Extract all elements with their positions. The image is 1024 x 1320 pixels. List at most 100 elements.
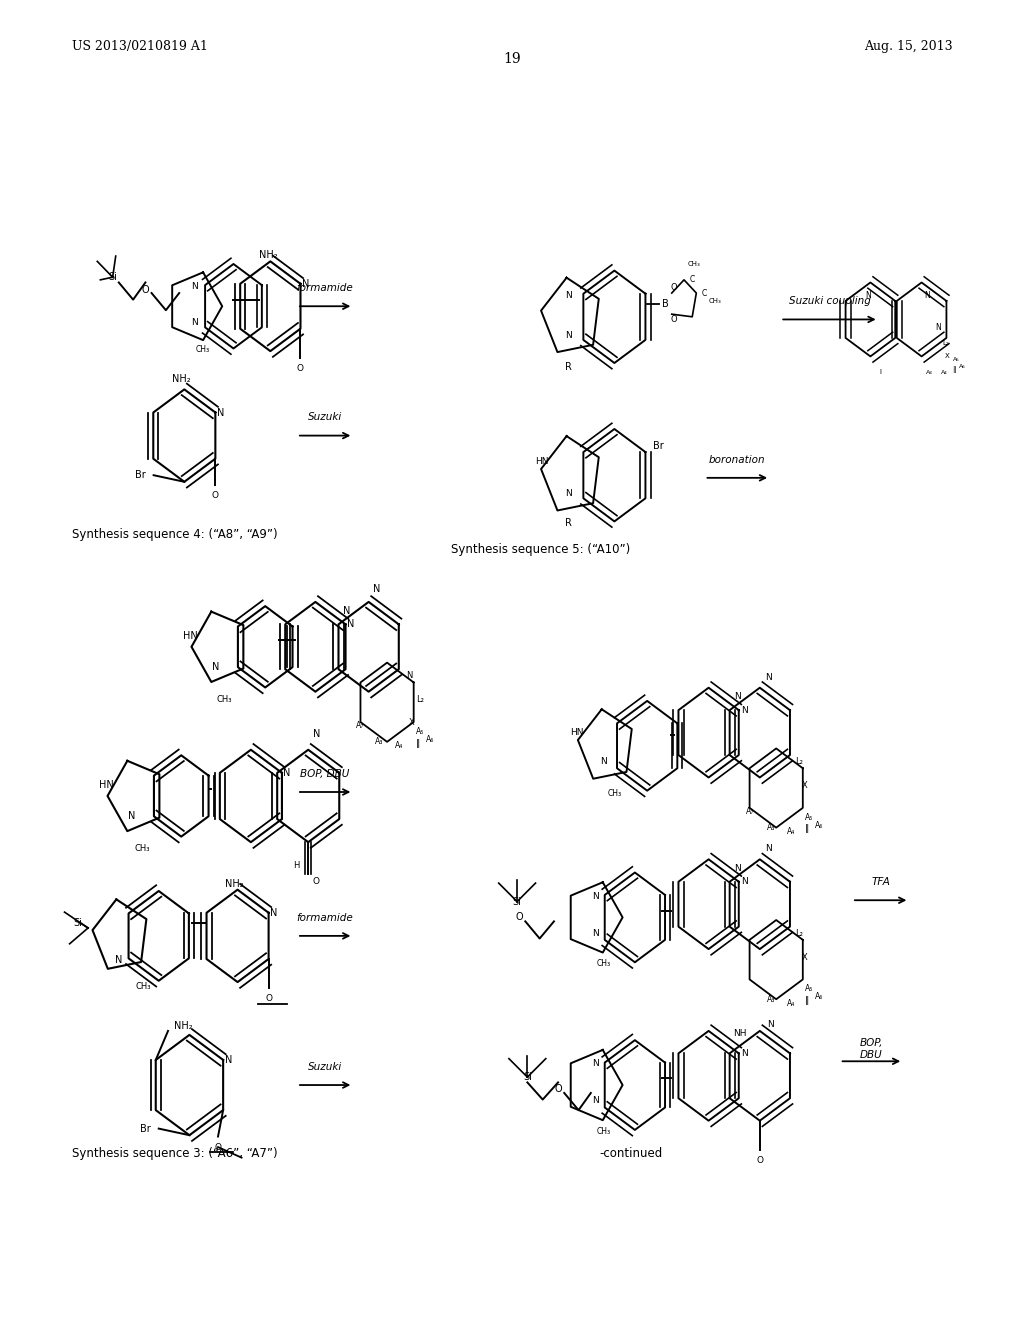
Text: L₂: L₂	[795, 929, 803, 937]
Text: A₄: A₄	[395, 742, 403, 750]
Text: TFA: TFA	[871, 876, 890, 887]
Text: CH₃: CH₃	[134, 845, 151, 853]
Text: C: C	[689, 276, 695, 284]
Text: A₅: A₅	[953, 356, 959, 362]
Text: Synthesis sequence 4: (“A8”, “A9”): Synthesis sequence 4: (“A8”, “A9”)	[72, 528, 278, 541]
Text: N: N	[128, 810, 136, 821]
Text: H: H	[293, 862, 299, 870]
Text: N: N	[224, 1055, 232, 1065]
Text: Suzuki: Suzuki	[308, 1061, 342, 1072]
Text: DBU: DBU	[860, 1049, 883, 1060]
Text: N: N	[284, 768, 291, 777]
Text: N: N	[865, 292, 871, 300]
Text: N: N	[565, 490, 571, 498]
Text: Suzuki coupling: Suzuki coupling	[788, 296, 870, 306]
Text: N: N	[593, 1097, 599, 1105]
Text: Aug. 15, 2013: Aug. 15, 2013	[863, 40, 952, 53]
Text: O: O	[212, 491, 219, 500]
Text: N: N	[373, 583, 381, 594]
Text: NH₂: NH₂	[259, 249, 278, 260]
Text: N: N	[115, 954, 123, 965]
Text: ‖: ‖	[805, 825, 809, 833]
Text: R: R	[565, 517, 571, 528]
Text: 19: 19	[503, 53, 521, 66]
Text: N: N	[741, 1049, 749, 1057]
Text: BOP, DBU: BOP, DBU	[300, 768, 350, 779]
Text: Synthesis sequence 3: (“A6”, “A7”): Synthesis sequence 3: (“A6”, “A7”)	[72, 1147, 278, 1160]
Text: boronation: boronation	[709, 454, 766, 465]
Text: CH₃: CH₃	[196, 346, 210, 354]
Text: A₆: A₆	[815, 821, 823, 829]
Text: CH₃: CH₃	[597, 1127, 611, 1135]
Text: O: O	[265, 994, 272, 1003]
Text: X: X	[802, 953, 808, 961]
Text: A₅: A₅	[416, 727, 424, 735]
Text: X: X	[802, 781, 808, 789]
Text: X: X	[409, 718, 415, 726]
Text: Br: Br	[140, 1123, 151, 1134]
Text: HN: HN	[536, 458, 549, 466]
Text: N: N	[924, 292, 930, 300]
Text: A₆: A₆	[959, 364, 966, 370]
Text: A₇: A₇	[745, 808, 754, 816]
Text: CH₃: CH₃	[216, 696, 232, 704]
Text: N: N	[741, 706, 749, 714]
Text: L₂: L₂	[416, 696, 424, 704]
Text: NH₂: NH₂	[174, 1020, 193, 1031]
Text: N: N	[741, 878, 749, 886]
Text: B: B	[663, 298, 669, 309]
Text: Synthesis sequence 5: (“A10”): Synthesis sequence 5: (“A10”)	[451, 543, 630, 556]
Text: N: N	[734, 865, 741, 873]
Text: X: X	[945, 354, 949, 359]
Text: L₂: L₂	[943, 341, 949, 346]
Text: Br: Br	[653, 441, 664, 451]
Text: N: N	[767, 1020, 773, 1028]
Text: CH₃: CH₃	[607, 789, 622, 797]
Text: R: R	[565, 362, 571, 372]
Text: BOP,: BOP,	[860, 1038, 883, 1048]
Text: N: N	[593, 929, 599, 937]
Text: A₄: A₄	[941, 370, 947, 375]
Text: A₆: A₆	[426, 735, 434, 743]
Text: Si: Si	[74, 917, 82, 928]
Text: N: N	[935, 323, 941, 331]
Text: A₃: A₃	[767, 995, 775, 1003]
Text: O: O	[671, 315, 677, 323]
Text: N: N	[312, 729, 321, 739]
Text: HN: HN	[99, 780, 114, 791]
Text: O: O	[671, 284, 677, 292]
Text: N: N	[593, 892, 599, 900]
Text: O: O	[554, 1084, 562, 1094]
Text: formamide: formamide	[297, 912, 353, 923]
Text: CH₃: CH₃	[709, 298, 721, 304]
Text: US 2013/0210819 A1: US 2013/0210819 A1	[72, 40, 208, 53]
Text: Suzuki: Suzuki	[308, 412, 342, 422]
Text: N: N	[191, 282, 198, 290]
Text: N: N	[600, 758, 606, 766]
Text: formamide: formamide	[297, 282, 353, 293]
Text: C: C	[701, 289, 708, 297]
Text: HN: HN	[183, 631, 198, 642]
Text: N: N	[565, 331, 571, 339]
Text: Si: Si	[109, 272, 117, 282]
Text: N: N	[217, 408, 224, 417]
Text: NH₂: NH₂	[172, 375, 190, 384]
Text: NH₂: NH₂	[225, 879, 244, 888]
Text: ‖: ‖	[416, 739, 420, 747]
Text: O: O	[141, 285, 150, 296]
Text: ‖: ‖	[805, 997, 809, 1005]
Text: O: O	[757, 1156, 763, 1164]
Text: A₃: A₃	[767, 824, 775, 832]
Text: N: N	[347, 619, 354, 630]
Text: ‖: ‖	[952, 366, 956, 374]
Text: Si: Si	[523, 1072, 531, 1082]
Text: O: O	[214, 1143, 221, 1151]
Text: O: O	[313, 878, 319, 886]
Text: N: N	[407, 672, 413, 680]
Text: N: N	[302, 279, 309, 289]
Text: CH₃: CH₃	[597, 960, 611, 968]
Text: O: O	[297, 364, 304, 372]
Text: N: N	[765, 673, 771, 681]
Text: HN: HN	[570, 729, 584, 737]
Text: A₅: A₅	[805, 985, 813, 993]
